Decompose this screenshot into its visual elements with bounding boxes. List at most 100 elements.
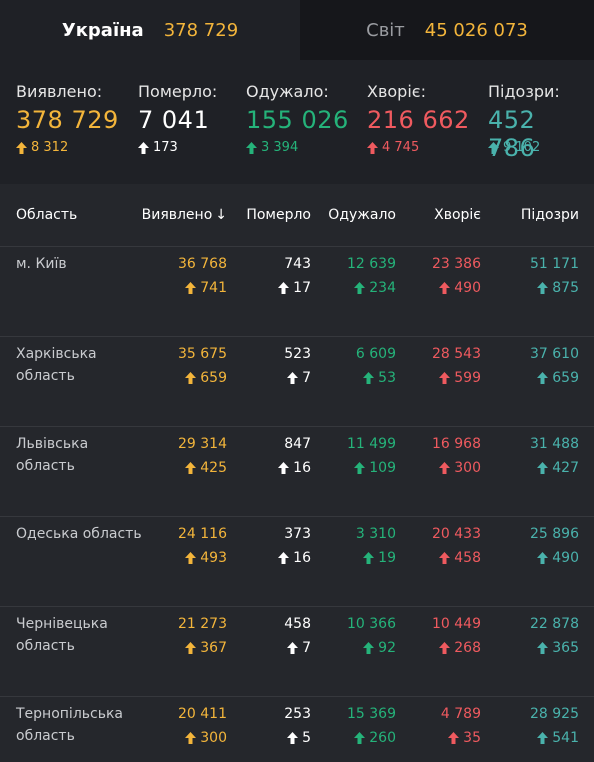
header-suspected[interactable]: Підозри <box>520 207 579 223</box>
detected-delta: 493 <box>178 545 227 571</box>
sick-value: 28 543 <box>432 346 481 362</box>
sick-delta: 458 <box>432 545 481 571</box>
stat-detected: Виявлено: 378 729 8 312 <box>16 82 138 184</box>
cell-sick: 10 449 268 <box>432 613 481 661</box>
cell-dead: 373 16 <box>278 523 311 571</box>
recovered-delta: 19 <box>356 545 396 571</box>
cell-dead: 523 7 <box>284 343 311 391</box>
stat-dead-label: Померло: <box>138 82 218 101</box>
recovered-value: 15 369 <box>347 706 396 722</box>
tab-ukraine-label: Україна <box>61 19 144 41</box>
dead-delta: 7 <box>284 365 311 391</box>
cell-detected: 29 314 425 <box>178 433 227 481</box>
arrow-up-icon <box>278 552 290 564</box>
arrow-up-icon <box>439 282 451 294</box>
header-region[interactable]: Область <box>16 207 78 223</box>
cell-dead: 458 7 <box>284 613 311 661</box>
cell-sick: 20 433 458 <box>432 523 481 571</box>
stat-dead-delta-value: 173 <box>153 140 178 155</box>
suspected-value: 37 610 <box>530 346 579 362</box>
cell-recovered: 11 499 109 <box>347 433 396 481</box>
dead-delta: 16 <box>278 455 311 481</box>
table-header: Область Виявлено ↓ Померло Одужало Хворіє… <box>0 184 594 247</box>
suspected-delta-value: 659 <box>552 370 579 386</box>
table-row[interactable]: Харківська область 35 675 659 523 7 6 609 53 28… <box>0 337 594 427</box>
sick-delta-value: 490 <box>454 280 481 296</box>
stat-recovered-delta: 3 394 <box>246 140 367 155</box>
table-row[interactable]: Тернопільська область 20 411 300 253 5 15 369… <box>0 697 594 762</box>
detected-delta: 300 <box>178 725 227 751</box>
dead-delta-value: 7 <box>302 640 311 656</box>
cell-recovered: 12 639 234 <box>347 253 396 301</box>
arrow-up-icon <box>367 141 378 154</box>
detected-delta: 425 <box>178 455 227 481</box>
recovered-value: 3 310 <box>355 526 396 542</box>
stat-suspected-value: 452 786 <box>488 106 536 162</box>
region-name: Львівська область <box>16 436 89 474</box>
cell-detected: 21 273 367 <box>178 613 227 661</box>
header-dead[interactable]: Померло <box>246 207 311 223</box>
cell-sick: 16 968 300 <box>432 433 481 481</box>
recovered-delta: 234 <box>347 275 396 301</box>
detected-delta-value: 367 <box>200 640 227 656</box>
cell-detected: 35 675 659 <box>178 343 227 391</box>
stat-sick-label: Хворіє: <box>367 82 426 101</box>
header-detected[interactable]: Виявлено ↓ <box>142 207 227 223</box>
detected-delta: 659 <box>178 365 227 391</box>
stat-dead: Померло: 7 041 173 <box>138 82 246 184</box>
dead-delta-value: 7 <box>302 370 311 386</box>
cell-detected: 36 768 741 <box>178 253 227 301</box>
arrow-up-icon <box>185 462 197 474</box>
detected-delta-value: 300 <box>200 730 227 746</box>
detected-value: 24 116 <box>178 526 227 542</box>
regions-table: Область Виявлено ↓ Померло Одужало Хворіє… <box>0 184 594 762</box>
arrow-up-icon <box>448 732 460 744</box>
recovered-value: 12 639 <box>347 256 396 272</box>
cell-suspected: 28 925 541 <box>530 703 579 751</box>
header-recovered[interactable]: Одужало <box>328 207 396 223</box>
stat-recovered: Одужало: 155 026 3 394 <box>246 82 367 184</box>
suspected-value: 22 878 <box>530 616 579 632</box>
table-row[interactable]: Одеська область 24 116 493 373 16 3 310 19 20 4… <box>0 517 594 607</box>
header-detected-label: Виявлено <box>141 207 213 223</box>
detected-delta-value: 741 <box>200 280 227 296</box>
recovered-delta: 260 <box>347 725 396 751</box>
cell-suspected: 51 171 875 <box>530 253 579 301</box>
detected-delta-value: 425 <box>200 460 227 476</box>
tab-world[interactable]: Світ 45 026 073 <box>300 0 594 60</box>
stat-detected-value: 378 729 <box>16 106 119 134</box>
dead-delta-value: 16 <box>293 550 311 566</box>
recovered-value: 10 366 <box>347 616 396 632</box>
tab-ukraine[interactable]: Україна 378 729 <box>0 0 300 60</box>
table-row[interactable]: Чернівецька область 21 273 367 458 7 10 366 92… <box>0 607 594 697</box>
detected-value: 20 411 <box>178 706 227 722</box>
cell-suspected: 31 488 427 <box>530 433 579 481</box>
dead-value: 458 <box>284 616 311 632</box>
table-row[interactable]: м. Київ 36 768 741 743 17 12 639 234 23 386 490 5… <box>0 247 594 337</box>
table-row[interactable]: Львівська область 29 314 425 847 16 11 499 109… <box>0 427 594 517</box>
stat-suspected-delta: 9 102 <box>488 140 588 155</box>
stat-detected-delta-value: 8 312 <box>31 140 69 155</box>
region-name: м. Київ <box>16 256 67 272</box>
detected-value: 29 314 <box>178 436 227 452</box>
sick-delta-value: 268 <box>454 640 481 656</box>
arrow-up-icon <box>185 282 197 294</box>
recovered-delta: 53 <box>356 365 396 391</box>
arrow-up-icon <box>278 282 290 294</box>
dead-delta: 5 <box>284 725 311 751</box>
sick-delta-value: 599 <box>454 370 481 386</box>
stat-recovered-label: Одужало: <box>246 82 329 101</box>
sick-delta: 300 <box>432 455 481 481</box>
stat-suspected-delta-value: 9 102 <box>503 140 541 155</box>
arrow-up-icon <box>439 462 451 474</box>
arrow-up-icon <box>439 552 451 564</box>
suspected-delta: 365 <box>530 635 579 661</box>
arrow-up-icon <box>439 372 451 384</box>
recovered-delta-value: 234 <box>369 280 396 296</box>
detected-value: 35 675 <box>178 346 227 362</box>
detected-delta: 367 <box>178 635 227 661</box>
arrow-up-icon <box>354 462 366 474</box>
header-sick[interactable]: Хворіє <box>434 207 481 223</box>
sick-delta: 35 <box>441 725 481 751</box>
suspected-delta: 427 <box>530 455 579 481</box>
